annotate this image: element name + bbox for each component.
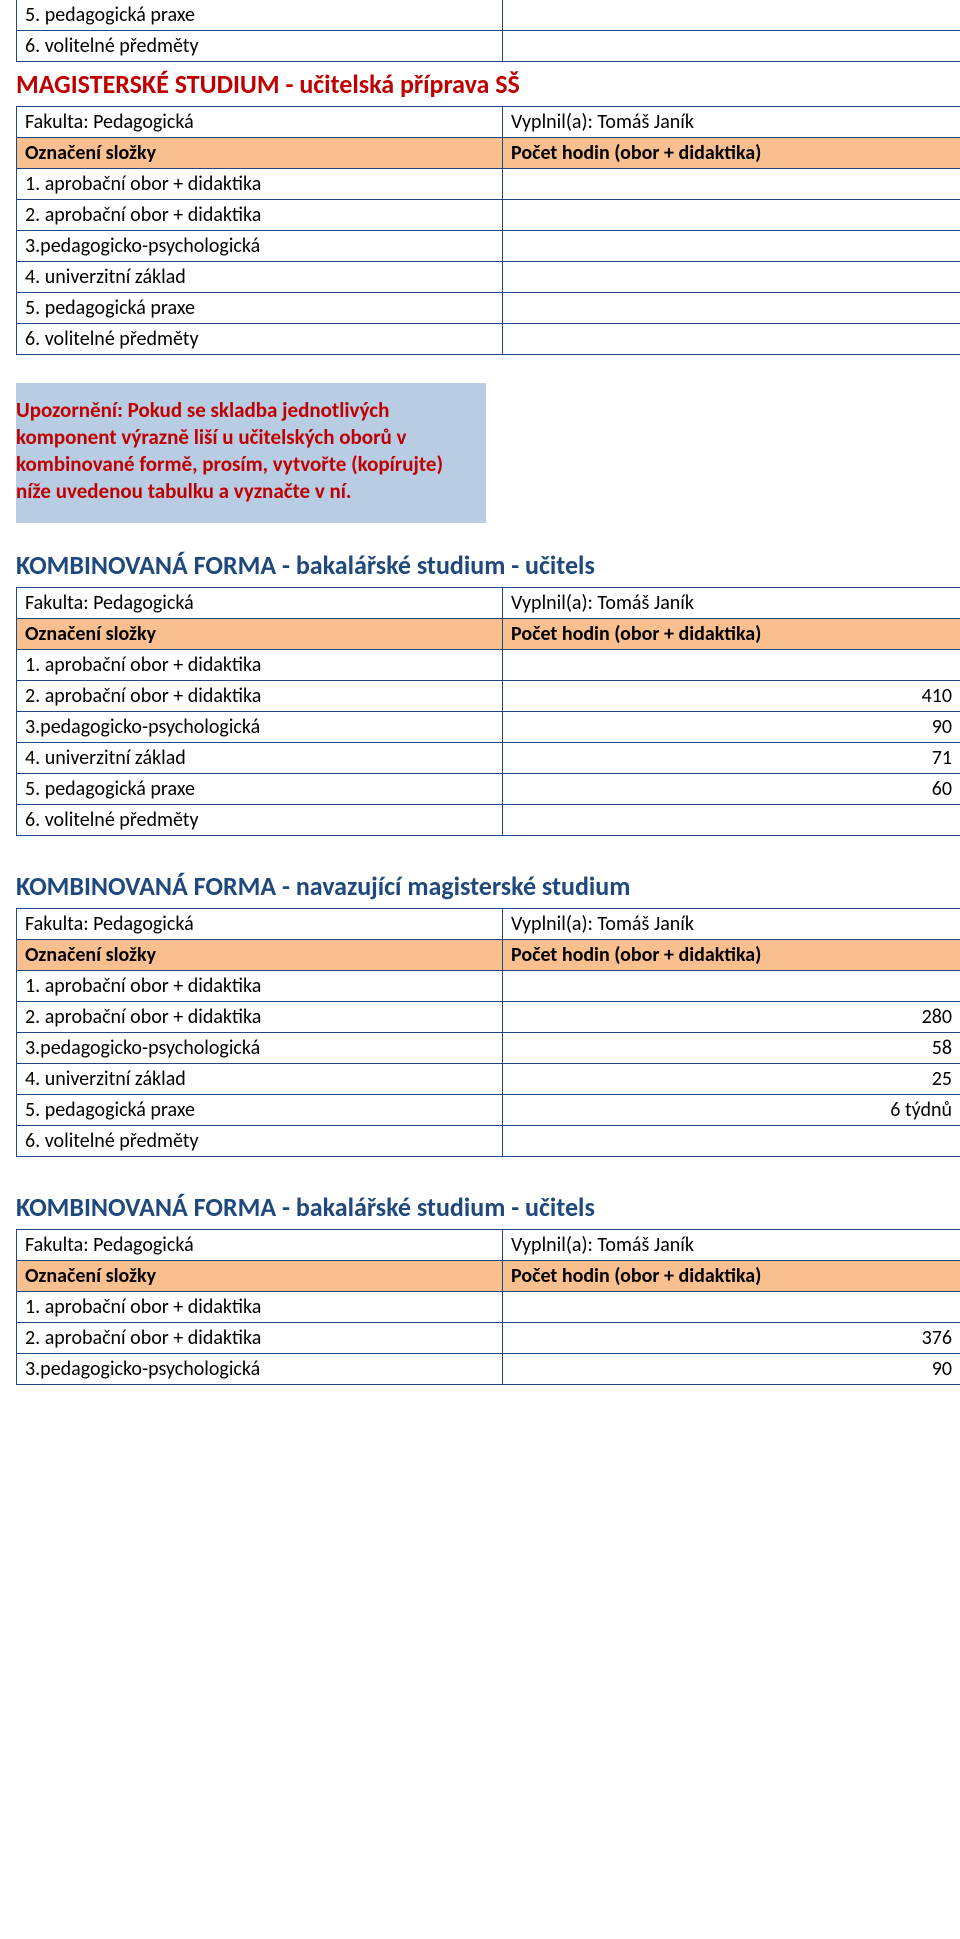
table-cell: 4. univerzitní základ [17,1063,503,1094]
table-cell [503,1125,960,1156]
table-cell: 4. univerzitní základ [17,262,503,293]
table-cell: Vyplnil(a): Tomáš Janík [503,1229,960,1260]
section-heading-kb1: KOMBINOVANÁ FORMA - bakalářské studium -… [0,543,960,587]
kb2-table: Fakulta: Pedagogická Vyplnil(a): Tomáš J… [16,1229,960,1385]
table-cell: Vyplnil(a): Tomáš Janík [503,587,960,618]
section-heading-kb2: KOMBINOVANÁ FORMA - bakalářské studium -… [0,1185,960,1229]
table-cell: 3.pedagogicko-psychologická [17,231,503,262]
table-cell: 4. univerzitní základ [17,742,503,773]
table-cell: 1. aprobační obor + didaktika [17,970,503,1001]
table-cell: 5. pedagogická praxe [17,293,503,324]
table-cell [503,324,960,355]
table-cell: 2. aprobační obor + didaktika [17,1322,503,1353]
notice-box: Upozornění: Pokud se skladba jednotlivýc… [16,383,486,523]
table-cell: 25 [503,1063,960,1094]
section-heading-km: KOMBINOVANÁ FORMA - navazující magisters… [0,864,960,908]
table-cell [503,970,960,1001]
ms-table: Fakulta: Pedagogická Vyplnil(a): Tomáš J… [16,106,960,355]
table-header: Počet hodin (obor + didaktika) [503,618,960,649]
table-cell: 2. aprobační obor + didaktika [17,680,503,711]
table-header: Počet hodin (obor + didaktika) [503,138,960,169]
table-cell: Fakulta: Pedagogická [17,107,503,138]
table-cell: 1. aprobační obor + didaktika [17,169,503,200]
table-cell: 3.pedagogicko-psychologická [17,1353,503,1384]
table-cell: 60 [503,773,960,804]
table-cell: 3.pedagogicko-psychologická [17,1032,503,1063]
table-header: Označení složky [17,939,503,970]
table-cell [503,169,960,200]
table-cell: 6. volitelné předměty [17,31,503,62]
table-cell: 6 týdnů [503,1094,960,1125]
table-cell [503,200,960,231]
table-cell: 2. aprobační obor + didaktika [17,200,503,231]
table-cell: Vyplnil(a): Tomáš Janík [503,107,960,138]
table-cell: 410 [503,680,960,711]
table-cell: 1. aprobační obor + didaktika [17,1291,503,1322]
table-cell [503,804,960,835]
table-cell: Fakulta: Pedagogická [17,587,503,618]
table-cell: 6. volitelné předměty [17,804,503,835]
table-cell: 90 [503,711,960,742]
table-cell: 6. volitelné předměty [17,1125,503,1156]
table-cell [503,1291,960,1322]
table-cell [503,649,960,680]
km-table: Fakulta: Pedagogická Vyplnil(a): Tomáš J… [16,908,960,1157]
table-cell: Fakulta: Pedagogická [17,908,503,939]
table-cell: 1. aprobační obor + didaktika [17,649,503,680]
table-cell: 5. pedagogická praxe [17,1094,503,1125]
table-cell: 5. pedagogická praxe [17,773,503,804]
table-header: Počet hodin (obor + didaktika) [503,1260,960,1291]
table-header: Označení složky [17,618,503,649]
table-cell: 5. pedagogická praxe [17,0,503,31]
section-heading-ms: MAGISTERSKÉ STUDIUM - učitelská příprava… [0,62,960,106]
table-cell: 6. volitelné předměty [17,324,503,355]
table-cell: Vyplnil(a): Tomáš Janík [503,908,960,939]
table-cell: 2. aprobační obor + didaktika [17,1001,503,1032]
table-cell: Fakulta: Pedagogická [17,1229,503,1260]
table-cell: 376 [503,1322,960,1353]
table-cell [503,31,960,62]
table-cell: 280 [503,1001,960,1032]
fragment-table: 5. pedagogická praxe 6. volitelné předmě… [16,0,960,62]
table-header: Označení složky [17,1260,503,1291]
table-cell: 71 [503,742,960,773]
table-cell: 3.pedagogicko-psychologická [17,711,503,742]
table-cell [503,0,960,31]
kb1-table: Fakulta: Pedagogická Vyplnil(a): Tomáš J… [16,587,960,836]
table-cell [503,293,960,324]
table-cell [503,262,960,293]
table-header: Označení složky [17,138,503,169]
table-cell [503,231,960,262]
table-header: Počet hodin (obor + didaktika) [503,939,960,970]
table-cell: 58 [503,1032,960,1063]
table-cell: 90 [503,1353,960,1384]
